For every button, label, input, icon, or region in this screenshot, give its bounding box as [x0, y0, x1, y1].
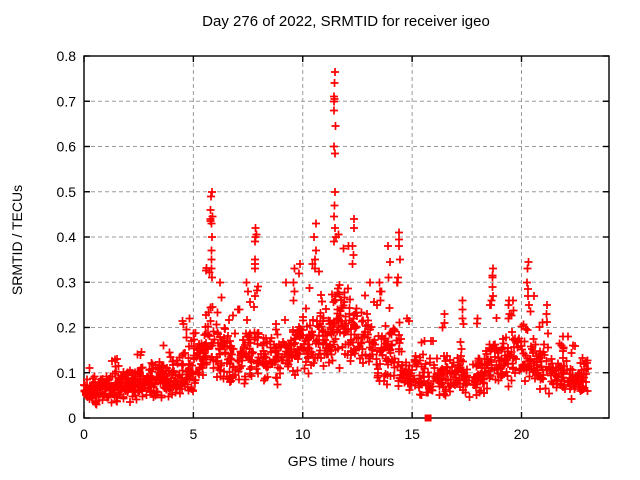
y-tick-label: 0.7 [57, 93, 77, 109]
x-tick-label: 5 [189, 426, 197, 442]
y-tick-label: 0.3 [57, 274, 77, 290]
x-tick-label: 10 [295, 426, 311, 442]
x-tick-label: 20 [514, 426, 530, 442]
y-axis-label: SRMTID / TECUs [9, 184, 25, 296]
x-axis-label: GPS time / hours [287, 453, 395, 469]
x-tick-label: 0 [80, 426, 88, 442]
y-tick-label: 0 [68, 410, 76, 426]
y-tick-label: 0.1 [57, 365, 77, 381]
y-tick-label: 0.6 [57, 139, 77, 155]
y-tick-label: 0.8 [57, 48, 77, 64]
y-tick-label: 0.5 [57, 184, 77, 200]
special-square-marker [424, 414, 432, 422]
y-tick-label: 0.2 [57, 320, 77, 336]
scatter-points [80, 68, 592, 409]
y-tick-label: 0.4 [57, 229, 77, 245]
x-tick-label: 15 [404, 426, 420, 442]
chart-title: Day 276 of 2022, SRMTID for receiver ige… [202, 13, 490, 30]
